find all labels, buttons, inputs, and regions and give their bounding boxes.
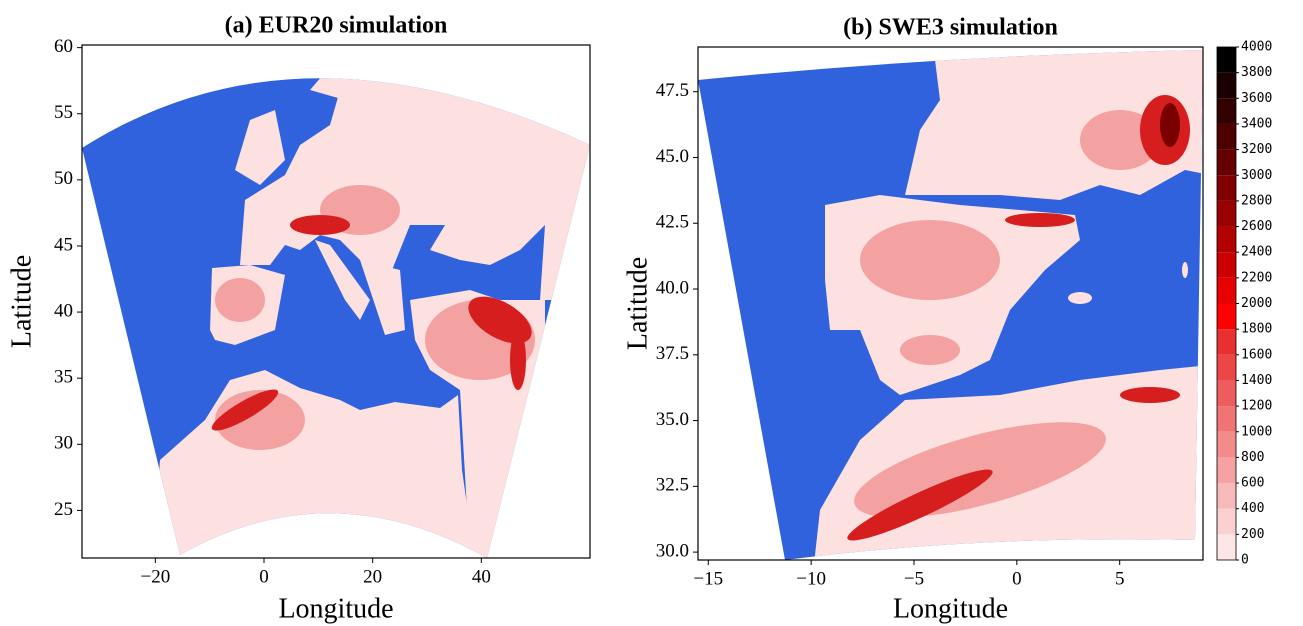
x-tick-label: 20 — [363, 566, 382, 587]
colorbar-tick-label: 4000 — [1241, 40, 1272, 55]
colorbar-band — [1217, 431, 1236, 458]
colorbar-tick-label: 1800 — [1241, 322, 1272, 337]
y-tick-label: 37.5 — [656, 343, 689, 364]
colorbar-band — [1217, 175, 1236, 201]
colorbar-band — [1217, 252, 1236, 278]
colorbar-tick-label: 1600 — [1241, 347, 1272, 362]
colorbar-band — [1217, 534, 1236, 560]
y-tick-label: 40 — [54, 300, 73, 321]
y-tick-label: 35 — [54, 367, 73, 388]
colorbar-band — [1217, 508, 1236, 535]
colorbar-tick-label: 3000 — [1241, 168, 1272, 183]
colorbar-band — [1217, 47, 1236, 73]
x-tick-label: −15 — [693, 568, 723, 589]
y-tick-label: 30.0 — [656, 540, 689, 561]
plot-frame — [81, 44, 591, 559]
y-axis-label: Latitude — [6, 255, 37, 348]
colorbar-tick-label: 2600 — [1241, 219, 1272, 234]
y-tick-label: 60 — [54, 36, 73, 57]
panel-title: (b) SWE3 simulation — [843, 15, 1058, 41]
colorbar-tick-label: 800 — [1241, 450, 1264, 465]
x-tick-label: −5 — [904, 568, 924, 589]
colorbar-band — [1217, 226, 1236, 253]
y-tick-label: 47.5 — [656, 80, 689, 101]
colorbar-tick-label: 1200 — [1241, 399, 1272, 414]
y-tick-label: 35.0 — [656, 409, 689, 430]
y-axis-label: Latitude — [622, 257, 653, 350]
colorbar-tick-label: 200 — [1241, 527, 1264, 542]
x-tick-label: 40 — [472, 566, 491, 587]
colorbar-band — [1217, 380, 1236, 407]
x-tick-label: 0 — [259, 566, 269, 587]
colorbar-tick-label: 2000 — [1241, 296, 1272, 311]
y-tick-label: 45 — [54, 234, 73, 255]
y-tick-label: 55 — [54, 102, 73, 123]
x-axis-label: Longitude — [893, 593, 1008, 624]
colorbar-band — [1217, 277, 1236, 304]
y-tick-label: 42.5 — [656, 212, 689, 233]
colorbar-band — [1217, 303, 1236, 330]
x-tick-label: 5 — [1115, 568, 1125, 589]
colorbar-tick-label: 1000 — [1241, 424, 1272, 439]
colorbar-band — [1217, 98, 1236, 124]
x-tick-label: −10 — [796, 568, 826, 589]
plot-frame — [697, 46, 1204, 561]
x-tick-label: 0 — [1012, 568, 1022, 589]
colorbar-tick-label: 3400 — [1241, 116, 1272, 131]
x-axis-label: Longitude — [278, 593, 393, 624]
colorbar-band — [1217, 149, 1236, 176]
colorbar-band — [1217, 483, 1236, 509]
y-tick-label: 30 — [54, 433, 73, 454]
colorbar-band — [1217, 200, 1236, 227]
colorbar-tick-label: 2400 — [1241, 245, 1272, 260]
y-tick-label: 32.5 — [656, 475, 689, 496]
colorbar-tick-label: 0 — [1241, 553, 1249, 568]
map-a — [82, 78, 590, 558]
y-tick-label: 50 — [54, 168, 73, 189]
colorbar-tick-label: 2800 — [1241, 193, 1272, 208]
colorbar-band — [1217, 354, 1236, 381]
x-tick-label: −20 — [140, 566, 170, 587]
y-tick-label: 25 — [54, 499, 73, 520]
colorbar-tick-label: 3800 — [1241, 65, 1272, 80]
colorbar-tick-label: 3200 — [1241, 142, 1272, 157]
colorbar-tick-label: 600 — [1241, 476, 1264, 491]
colorbar-band — [1217, 457, 1236, 484]
colorbar-band — [1217, 123, 1236, 150]
colorbar-tick-label: 3600 — [1241, 91, 1272, 106]
colorbar-tick-label: 2200 — [1241, 270, 1272, 285]
y-tick-label: 45.0 — [656, 146, 689, 167]
colorbar-band — [1217, 329, 1236, 355]
y-tick-label: 40.0 — [656, 277, 689, 298]
panel-title: (a) EUR20 simulation — [225, 13, 448, 39]
colorbar-band — [1217, 72, 1236, 99]
colorbar-tick-label: 400 — [1241, 501, 1264, 516]
colorbar-band — [1217, 406, 1236, 432]
colorbar-tick-label: 1400 — [1241, 373, 1272, 388]
map-b — [698, 50, 1203, 560]
